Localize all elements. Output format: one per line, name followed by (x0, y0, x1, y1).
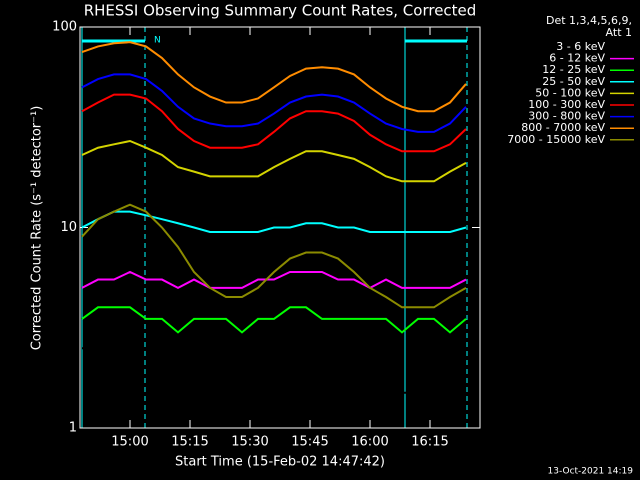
x-tick-label: 15:30 (231, 435, 268, 450)
series-line (81, 139, 467, 183)
legend-label: 100 - 300 keV (528, 98, 605, 111)
x-tick-label: 16:00 (351, 435, 388, 450)
legend-label: 300 - 800 keV (528, 110, 605, 123)
series-line (81, 93, 467, 153)
x-tick-label: 16:15 (411, 435, 448, 450)
y-tick-label: 100 (52, 20, 77, 35)
x-tick-label: 15:45 (291, 435, 328, 450)
legend-label: 25 - 50 keV (542, 75, 605, 88)
series-line (82, 346, 467, 395)
series-line (81, 210, 467, 233)
legend-title: Att 1 (606, 26, 632, 39)
legend-label: 50 - 100 keV (535, 86, 605, 99)
legend-label: 12 - 25 keV (542, 63, 605, 76)
chart-title: RHESSI Observing Summary Count Rates, Co… (84, 2, 477, 20)
legend-label: 800 - 7000 keV (521, 121, 605, 134)
legend-title: Det 1,3,4,5,6,9, (546, 14, 632, 27)
legend-label: 6 - 12 keV (549, 52, 605, 65)
y-tick-label: 10 (60, 220, 77, 235)
series-line (81, 41, 467, 113)
series-line (81, 73, 467, 133)
y-tick-label: 1 (69, 421, 77, 436)
y-axis-label: Corrected Count Rate (s⁻¹ detector⁻¹) (30, 106, 45, 351)
x-tick-label: 15:15 (171, 435, 208, 450)
series-line (81, 306, 467, 334)
series-line (81, 203, 467, 309)
series-line (81, 270, 467, 289)
legend-label: 7000 - 15000 keV (507, 133, 605, 146)
timestamp: 13-Oct-2021 14:19 (548, 467, 634, 477)
x-axis-label: Start Time (15-Feb-02 14:47:42) (175, 455, 385, 470)
x-tick-label: 15:00 (111, 435, 148, 450)
legend-label: 3 - 6 keV (556, 40, 605, 53)
annotation: N (154, 36, 161, 46)
